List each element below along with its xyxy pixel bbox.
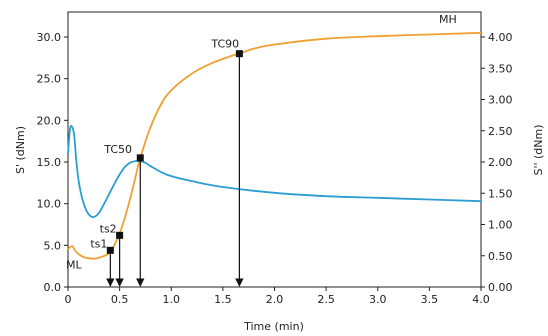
y-left-tick-label: 10.0 xyxy=(37,198,62,211)
y-left-tick-label: 5.0 xyxy=(44,239,62,252)
x-tick-label: 3.5 xyxy=(421,293,439,306)
y-right-tick-label: 1.50 xyxy=(488,187,513,200)
x-tick-label: 2.0 xyxy=(266,293,284,306)
s-double-prime-curve xyxy=(67,124,482,219)
x-tick-label: 2.5 xyxy=(317,293,335,306)
annotation-group: ML ts1 ts2 TC50 TC90 MH xyxy=(66,13,457,287)
ts2-label: ts2 xyxy=(100,222,117,235)
y-left-tick-label: 20.0 xyxy=(37,114,62,127)
tc90-label: TC90 xyxy=(210,38,239,51)
y-right-axis-title: S'' (dNm) xyxy=(532,124,545,175)
y-right-tick-label: 2.50 xyxy=(488,125,513,138)
x-tick-label: 3.0 xyxy=(369,293,387,306)
y-left-tick-label: 25.0 xyxy=(37,73,62,86)
ts1-marker xyxy=(106,246,114,254)
y-right-tick-label: 1.00 xyxy=(488,219,513,232)
y-right-tick-label: 2.00 xyxy=(488,156,513,169)
y-left-tick-label: 30.0 xyxy=(37,31,62,44)
ts2-marker xyxy=(116,231,124,239)
ml-label: ML xyxy=(66,259,82,272)
y-left-axis-title: S' (dNm) xyxy=(14,126,27,174)
y-right-tick-label: 0.00 xyxy=(488,281,513,294)
mh-label: MH xyxy=(439,13,457,26)
y-right-tick-label: 0.50 xyxy=(488,250,513,263)
ts1-label: ts1 xyxy=(90,237,107,250)
x-tick-label: 1.5 xyxy=(214,293,232,306)
y-right-tick-label: 4.00 xyxy=(488,31,513,44)
x-tick-label: 0.5 xyxy=(111,293,129,306)
y-left-tick-label: 0.0 xyxy=(44,281,62,294)
y-left-tick-label: 15.0 xyxy=(37,156,62,169)
tc90-marker xyxy=(235,50,243,58)
x-axis-title: Time (min) xyxy=(243,320,304,333)
tc50-marker xyxy=(136,154,144,162)
y-right-tick-label: 3.50 xyxy=(488,62,513,75)
tc50-label: TC50 xyxy=(103,143,132,156)
x-tick-label: 0 xyxy=(65,293,72,306)
y-right-tick-label: 3.00 xyxy=(488,94,513,107)
x-tick-label: 1.0 xyxy=(163,293,181,306)
x-tick-label: 4.0 xyxy=(472,293,490,306)
axes-group: 0 0.5 1.0 1.5 2.0 2.5 3.0 3.5 4.0 0.0 5.0 10.0 15.0 2… xyxy=(37,11,513,306)
